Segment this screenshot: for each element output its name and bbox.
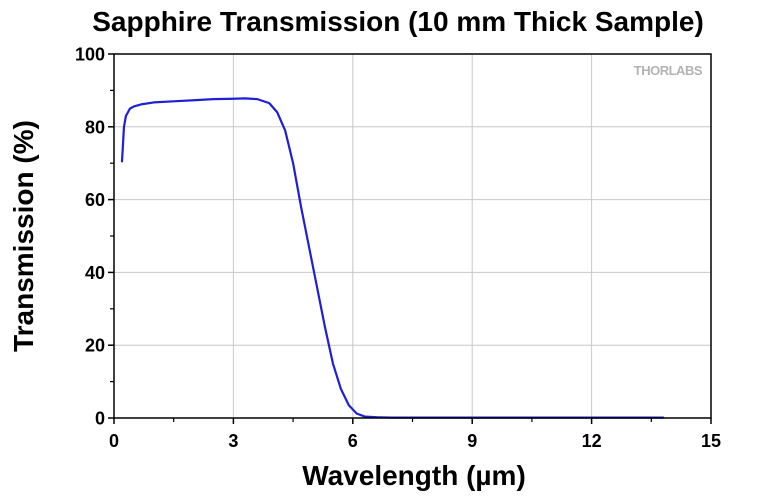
plot-area: 0 3 6 9 12 15 0 20 40 60 80 100 bbox=[75, 45, 721, 452]
thorlabs-watermark: THORLABS bbox=[634, 63, 703, 78]
y-tick-label: 20 bbox=[85, 336, 105, 356]
x-tick-label: 9 bbox=[467, 431, 477, 451]
y-tick-label: 60 bbox=[85, 190, 105, 210]
y-axis-label: Transmission (%) bbox=[8, 120, 39, 352]
x-tick-label: 3 bbox=[228, 431, 238, 451]
y-tick-label: 80 bbox=[85, 117, 105, 137]
y-tick-label: 0 bbox=[95, 409, 105, 429]
x-tick-label: 15 bbox=[701, 431, 721, 451]
grid-lines bbox=[114, 54, 711, 418]
y-tick-label: 40 bbox=[85, 263, 105, 283]
axis-ticks bbox=[108, 53, 712, 424]
x-tick-label: 12 bbox=[582, 431, 602, 451]
plot-frame bbox=[113, 53, 712, 419]
x-tick-label: 0 bbox=[109, 431, 119, 451]
tick-labels: 0 3 6 9 12 15 0 20 40 60 80 100 bbox=[75, 45, 721, 452]
x-axis-label: Wavelength (µm) bbox=[302, 460, 526, 491]
y-tick-label: 100 bbox=[75, 45, 105, 65]
plot-background bbox=[114, 54, 711, 418]
chart-title: Sapphire Transmission (10 mm Thick Sampl… bbox=[92, 6, 704, 37]
x-tick-label: 6 bbox=[348, 431, 358, 451]
